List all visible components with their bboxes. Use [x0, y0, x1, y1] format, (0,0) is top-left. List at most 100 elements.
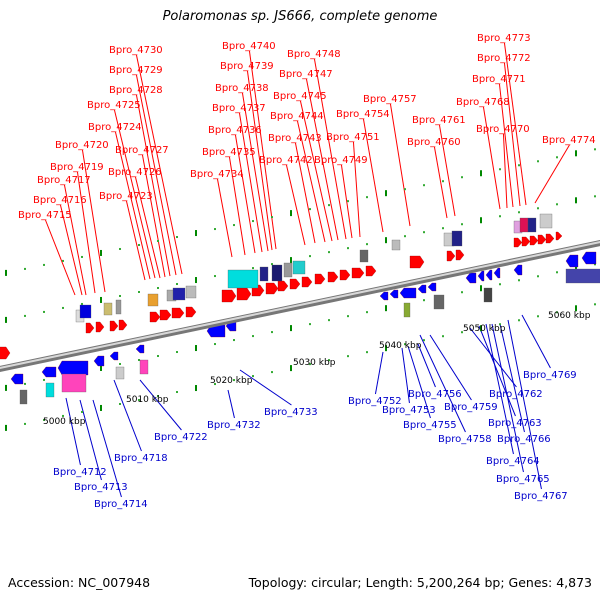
gene-feature-box[interactable] — [115, 299, 122, 315]
gene-arrow-forward[interactable] — [537, 234, 547, 245]
gene-label-forward[interactable]: Bpro_4742 — [259, 155, 313, 166]
gene-label-reverse[interactable]: Bpro_4756 — [408, 389, 462, 400]
gene-feature-box[interactable] — [45, 382, 55, 398]
gene-arrow-forward[interactable] — [513, 237, 523, 248]
gene-label-forward[interactable]: Bpro_4715 — [18, 210, 72, 221]
gene-arrow-reverse[interactable] — [417, 284, 427, 294]
gene-label-forward[interactable]: Bpro_4770 — [476, 124, 530, 135]
gene-arrow-forward[interactable] — [455, 249, 465, 261]
gene-label-reverse[interactable]: Bpro_4732 — [207, 420, 261, 431]
gene-label-forward[interactable]: Bpro_4771 — [472, 74, 526, 85]
gene-arrow-forward[interactable] — [265, 282, 279, 295]
gene-arrow-forward[interactable] — [277, 280, 289, 292]
gene-label-forward[interactable]: Bpro_4720 — [55, 140, 109, 151]
gene-feature-box[interactable] — [103, 302, 113, 316]
gene-label-forward[interactable]: Bpro_4773 — [477, 33, 531, 44]
gene-feature-box[interactable] — [172, 287, 186, 301]
gene-label-forward[interactable]: Bpro_4747 — [279, 69, 333, 80]
gene-arrow-forward[interactable] — [545, 233, 555, 244]
gene-arrow-forward[interactable] — [521, 236, 531, 247]
gene-feature-box[interactable] — [283, 262, 293, 278]
gene-label-forward[interactable]: Bpro_4743 — [268, 133, 322, 144]
gene-arrow-reverse[interactable] — [389, 289, 399, 299]
gene-feature-box[interactable] — [271, 264, 283, 282]
gene-label-forward[interactable]: Bpro_4716 — [33, 195, 87, 206]
gene-arrow-reverse[interactable] — [379, 291, 389, 301]
gene-arrow-forward[interactable] — [149, 311, 161, 323]
gene-label-forward[interactable]: Bpro_4744 — [270, 111, 324, 122]
gene-arrow-reverse[interactable] — [565, 254, 579, 268]
gene-feature-box[interactable] — [79, 304, 92, 319]
gene-label-forward[interactable]: Bpro_4760 — [407, 137, 461, 148]
gene-label-reverse[interactable]: Bpro_4755 — [403, 420, 457, 431]
gene-feature-box[interactable] — [403, 302, 411, 318]
gene-label-forward[interactable]: Bpro_4735 — [202, 147, 256, 158]
gene-label-forward[interactable]: Bpro_4738 — [215, 83, 269, 94]
gene-label-forward[interactable]: Bpro_4725 — [87, 100, 141, 111]
gene-arrow-forward[interactable] — [221, 289, 237, 303]
gene-label-reverse[interactable]: Bpro_4766 — [497, 434, 551, 445]
gene-label-forward[interactable]: Bpro_4729 — [109, 65, 163, 76]
gene-label-forward[interactable]: Bpro_4727 — [115, 145, 169, 156]
gene-arrow-reverse[interactable] — [513, 264, 523, 276]
gene-label-reverse[interactable]: Bpro_4762 — [489, 389, 543, 400]
gene-label-forward[interactable]: Bpro_4754 — [336, 109, 390, 120]
gene-arrow-forward[interactable] — [327, 271, 339, 283]
gene-label-forward[interactable]: Bpro_4748 — [287, 49, 341, 60]
gene-label-forward[interactable]: Bpro_4745 — [273, 91, 327, 102]
gene-label-reverse[interactable]: Bpro_4763 — [488, 418, 542, 429]
gene-label-reverse[interactable]: Bpro_4722 — [154, 432, 208, 443]
gene-feature-box[interactable] — [483, 287, 493, 303]
gene-arrow-reverse[interactable] — [41, 366, 57, 378]
gene-arrow-forward[interactable] — [351, 267, 365, 279]
gene-arrow-forward[interactable] — [85, 322, 95, 334]
gene-label-forward[interactable]: Bpro_4751 — [326, 132, 380, 143]
gene-label-forward[interactable]: Bpro_4724 — [88, 122, 142, 133]
gene-arrow-forward[interactable] — [446, 250, 456, 262]
gene-label-forward[interactable]: Bpro_4734 — [190, 169, 244, 180]
gene-label-reverse[interactable]: Bpro_4753 — [382, 405, 436, 416]
gene-label-reverse[interactable]: Bpro_4767 — [514, 491, 568, 502]
gene-feature-box[interactable] — [391, 239, 401, 251]
gene-label-forward[interactable]: Bpro_4740 — [222, 41, 276, 52]
gene-label-forward[interactable]: Bpro_4726 — [108, 167, 162, 178]
gene-feature-box[interactable] — [433, 294, 445, 310]
gene-label-reverse[interactable]: Bpro_4752 — [348, 396, 402, 407]
gene-arrow-forward[interactable] — [339, 269, 351, 281]
gene-label-reverse[interactable]: Bpro_4718 — [114, 453, 168, 464]
gene-label-forward[interactable]: Bpro_4719 — [50, 162, 104, 173]
gene-arrow-forward[interactable] — [159, 309, 172, 321]
gene-feature-box[interactable] — [292, 260, 306, 275]
gene-label-forward[interactable]: Bpro_4757 — [363, 94, 417, 105]
gene-feature-box[interactable] — [527, 217, 537, 233]
gene-label-forward[interactable]: Bpro_4749 — [314, 155, 368, 166]
gene-label-reverse[interactable]: Bpro_4765 — [496, 474, 550, 485]
gene-arrow-forward[interactable] — [118, 319, 128, 331]
gene-feature-box[interactable] — [259, 266, 269, 282]
gene-arrow-forward[interactable] — [555, 231, 563, 241]
gene-arrow-reverse[interactable] — [135, 344, 145, 354]
gene-label-forward[interactable]: Bpro_4768 — [456, 97, 510, 108]
gene-arrow-reverse[interactable] — [399, 287, 417, 299]
gene-feature-box[interactable] — [451, 230, 463, 247]
gene-label-reverse[interactable]: Bpro_4714 — [94, 499, 148, 510]
gene-arrow-reverse[interactable] — [477, 270, 485, 282]
gene-arrow-forward[interactable] — [409, 255, 425, 269]
gene-feature-box[interactable] — [147, 293, 159, 307]
gene-arrow-forward[interactable] — [301, 276, 313, 288]
gene-feature-box[interactable] — [539, 213, 553, 229]
gene-label-forward[interactable]: Bpro_4772 — [477, 53, 531, 64]
gene-feature-box[interactable] — [227, 269, 259, 289]
gene-label-reverse[interactable]: Bpro_4759 — [444, 402, 498, 413]
gene-label-forward[interactable]: Bpro_4728 — [109, 85, 163, 96]
gene-arrow-reverse[interactable] — [109, 351, 119, 361]
gene-arrow-reverse[interactable] — [427, 282, 437, 292]
gene-arrow-forward[interactable] — [185, 306, 197, 318]
gene-label-forward[interactable]: Bpro_4736 — [208, 125, 262, 136]
gene-feature-box[interactable] — [19, 389, 28, 405]
gene-arrow-reverse[interactable] — [493, 267, 501, 279]
gene-arrow-reverse[interactable] — [465, 272, 477, 284]
gene-label-forward[interactable]: Bpro_4774 — [542, 135, 596, 146]
gene-feature-box[interactable] — [61, 373, 87, 393]
gene-label-forward[interactable]: Bpro_4730 — [109, 45, 163, 56]
